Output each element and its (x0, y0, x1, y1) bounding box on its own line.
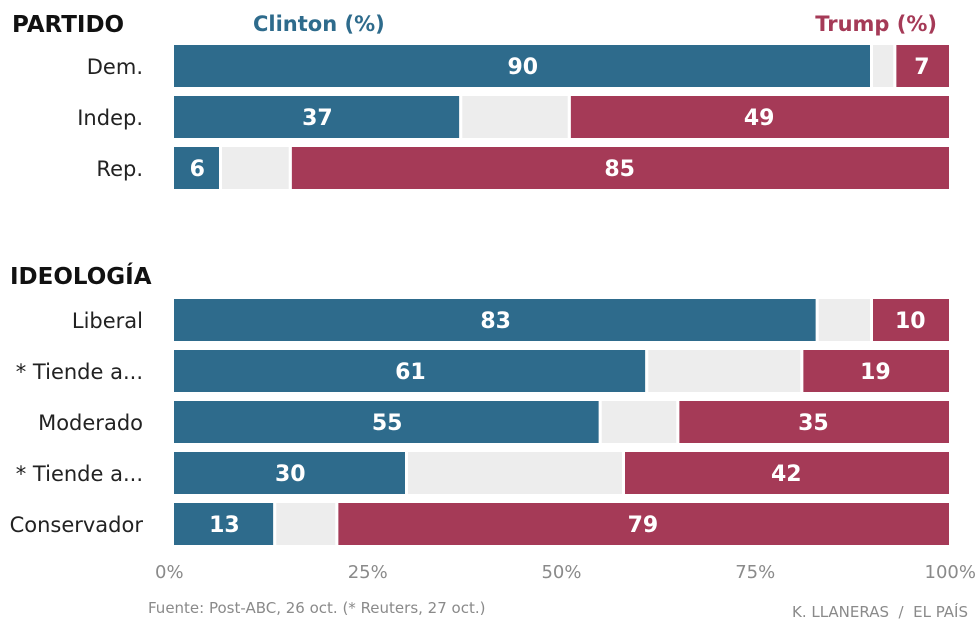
bar-separator (288, 147, 292, 189)
value-label-clinton: 61 (395, 360, 426, 385)
row-label-liberal: Liberal (72, 309, 143, 333)
bar-trump (679, 401, 949, 443)
value-label-clinton: 55 (372, 411, 403, 436)
bar-separator (273, 503, 277, 545)
credit-note: K. LLANERAS / EL PAÍS (792, 602, 968, 621)
value-label-trump: 85 (604, 157, 635, 182)
row-label-indep: Indep. (77, 106, 143, 130)
group-title-ideologia: IDEOLOGÍA (10, 262, 152, 290)
bar-clinton (174, 503, 274, 545)
bar-trump (873, 299, 949, 341)
row-label-conservador: Conservador (10, 513, 144, 537)
bar-separator (645, 350, 649, 392)
row-label-dem: Dem. (87, 55, 143, 79)
bar-clinton (174, 401, 599, 443)
value-label-trump: 49 (744, 106, 775, 131)
row-label-tiende-a: * Tiende a... (16, 360, 143, 384)
bar-clinton (174, 299, 816, 341)
bar-trump (803, 350, 949, 392)
value-label-clinton: 13 (209, 513, 240, 538)
value-label-trump: 35 (798, 411, 829, 436)
row-label-rep: Rep. (96, 157, 143, 181)
bar-trump (338, 503, 949, 545)
value-label-trump: 19 (860, 360, 891, 385)
bar-clinton (174, 452, 405, 494)
bar-separator (800, 350, 804, 392)
bar-separator (870, 299, 873, 341)
x-tick-label: 50% (541, 562, 581, 583)
value-label-clinton: 83 (480, 309, 511, 334)
source-note: Fuente: Post-ABC, 26 oct. (* Reuters, 27… (148, 599, 485, 617)
value-label-clinton: 37 (302, 106, 333, 131)
bar-trump (570, 96, 949, 138)
bar-separator (335, 503, 339, 545)
bars-layer: Dem. 90 7 Indep. 37 49 Rep. 6 85 Liberal 83 10 * Tie… (10, 45, 949, 545)
x-tick-label: 100% (925, 562, 976, 583)
bar-separator (622, 452, 625, 494)
bar-clinton (174, 96, 460, 138)
bar-separator (815, 299, 819, 341)
bar-separator (567, 96, 571, 138)
x-axis: 0% 25% 50% 75% 100% (155, 562, 976, 583)
value-label-clinton: 30 (275, 462, 306, 487)
bar-separator (405, 452, 408, 494)
row-label-tiende-a: * Tiende a... (16, 462, 143, 486)
x-tick-label: 25% (348, 562, 388, 583)
bar-separator (459, 96, 463, 138)
bar-clinton (174, 147, 219, 189)
bar-trump (625, 452, 949, 494)
x-tick-label: 75% (735, 562, 775, 583)
legend-trump: Trump (%) (815, 12, 937, 36)
bar-clinton (174, 350, 646, 392)
value-label-trump: 79 (628, 513, 659, 538)
bar-separator (893, 45, 897, 87)
value-label-trump: 7 (914, 55, 929, 80)
value-label-trump: 10 (895, 309, 926, 334)
row-label-moderado: Moderado (38, 411, 143, 435)
legend-clinton: Clinton (%) (253, 12, 385, 36)
bar-separator (870, 45, 873, 87)
bar-clinton (174, 45, 870, 87)
value-label-clinton: 6 (190, 157, 205, 182)
bar-separator (676, 401, 680, 443)
bar-trump (896, 45, 949, 87)
x-tick-label: 0% (155, 562, 184, 583)
bar-separator (219, 147, 222, 189)
group-title-partido: PARTIDO (12, 12, 124, 38)
value-label-clinton: 90 (507, 55, 538, 80)
bar-trump (291, 147, 949, 189)
bar-separator (598, 401, 602, 443)
value-label-trump: 42 (771, 462, 802, 487)
